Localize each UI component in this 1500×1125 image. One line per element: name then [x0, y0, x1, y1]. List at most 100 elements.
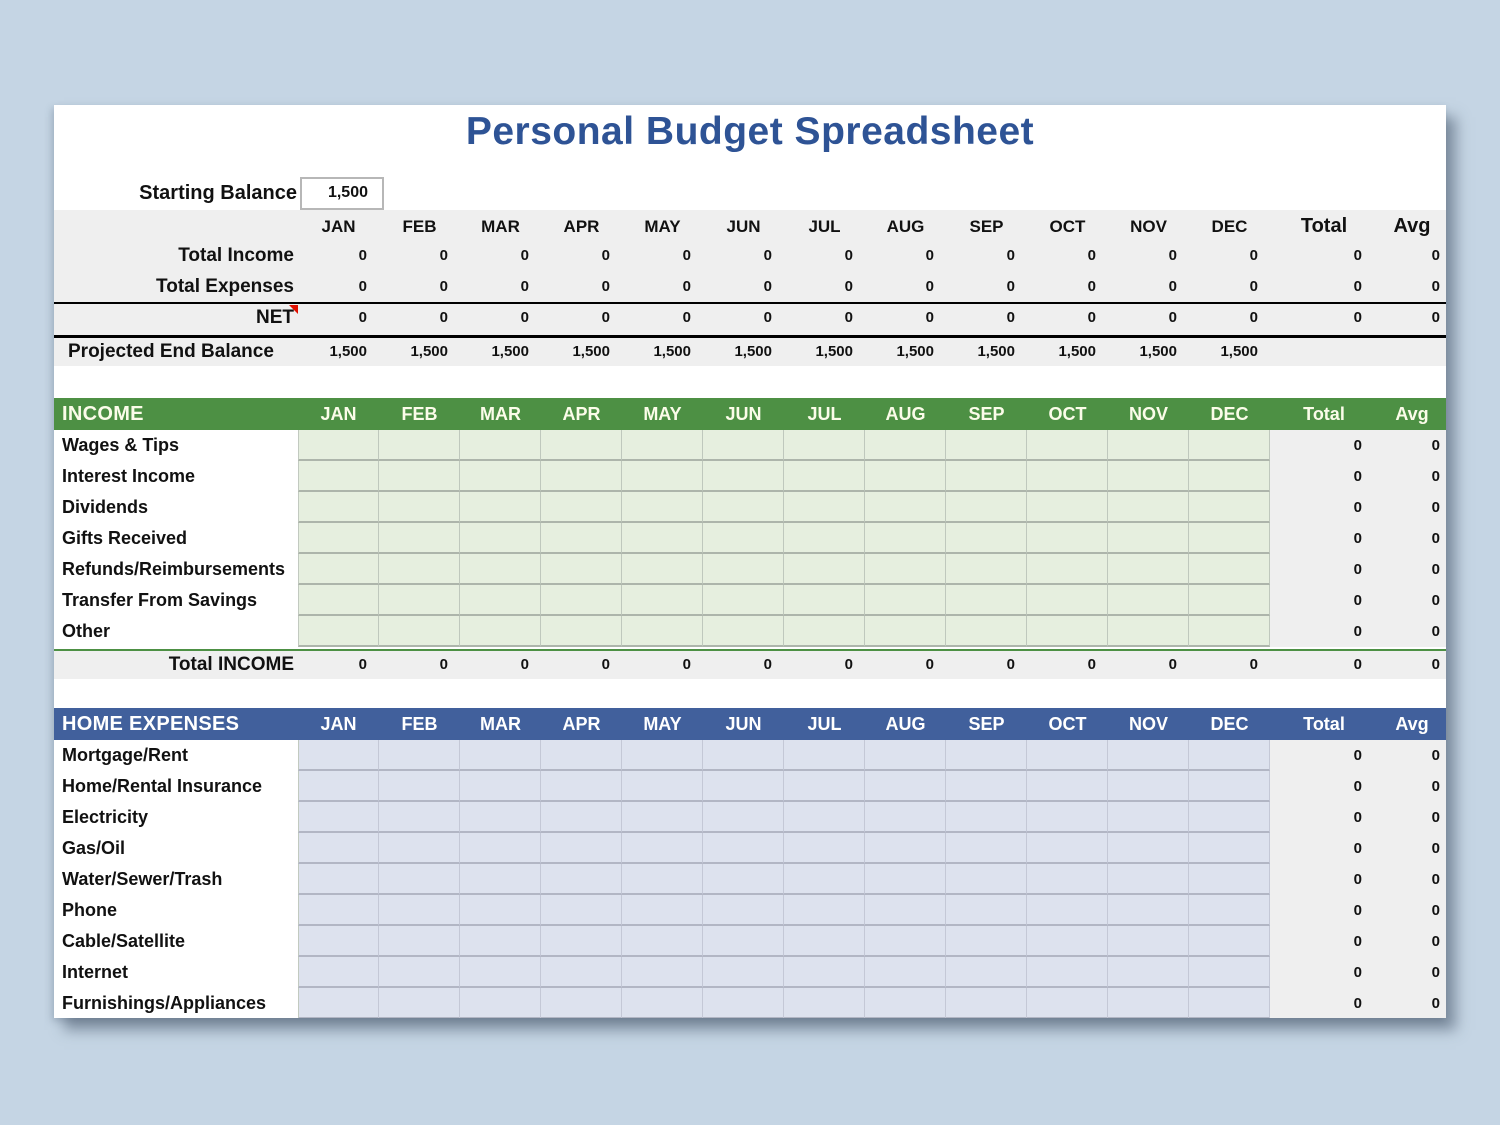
expenses-home-rental-insurance-apr-cell[interactable] — [541, 771, 622, 802]
expenses-electricity-jan-cell[interactable] — [298, 802, 379, 833]
income-interest-income-oct-cell[interactable] — [1027, 461, 1108, 492]
expenses-cable-satellite-feb-cell[interactable] — [379, 926, 460, 957]
income-other-jun-cell[interactable] — [703, 616, 784, 647]
expenses-gas-oil-dec-cell[interactable] — [1189, 833, 1270, 864]
expenses-electricity-jul-cell[interactable] — [784, 802, 865, 833]
income-dividends-feb-cell[interactable] — [379, 492, 460, 523]
income-transfer-from-savings-apr-cell[interactable] — [541, 585, 622, 616]
expenses-internet-aug-cell[interactable] — [865, 957, 946, 988]
expenses-electricity-may-cell[interactable] — [622, 802, 703, 833]
income-refunds-reimbursements-jan-cell[interactable] — [298, 554, 379, 585]
income-other-may-cell[interactable] — [622, 616, 703, 647]
income-interest-income-jun-cell[interactable] — [703, 461, 784, 492]
expenses-furnishings-appliances-dec-cell[interactable] — [1189, 988, 1270, 1018]
expenses-gas-oil-jun-cell[interactable] — [703, 833, 784, 864]
income-transfer-from-savings-aug-cell[interactable] — [865, 585, 946, 616]
income-transfer-from-savings-sep-cell[interactable] — [946, 585, 1027, 616]
expenses-water-sewer-trash-aug-cell[interactable] — [865, 864, 946, 895]
income-gifts-received-dec-cell[interactable] — [1189, 523, 1270, 554]
expenses-electricity-mar-cell[interactable] — [460, 802, 541, 833]
income-gifts-received-feb-cell[interactable] — [379, 523, 460, 554]
expenses-gas-oil-oct-cell[interactable] — [1027, 833, 1108, 864]
expenses-water-sewer-trash-jan-cell[interactable] — [298, 864, 379, 895]
income-interest-income-feb-cell[interactable] — [379, 461, 460, 492]
income-gifts-received-aug-cell[interactable] — [865, 523, 946, 554]
income-dividends-aug-cell[interactable] — [865, 492, 946, 523]
expenses-internet-nov-cell[interactable] — [1108, 957, 1189, 988]
expenses-furnishings-appliances-jun-cell[interactable] — [703, 988, 784, 1018]
expenses-furnishings-appliances-jan-cell[interactable] — [298, 988, 379, 1018]
expenses-furnishings-appliances-apr-cell[interactable] — [541, 988, 622, 1018]
income-transfer-from-savings-oct-cell[interactable] — [1027, 585, 1108, 616]
income-interest-income-nov-cell[interactable] — [1108, 461, 1189, 492]
income-other-jul-cell[interactable] — [784, 616, 865, 647]
income-wages-tips-jun-cell[interactable] — [703, 430, 784, 461]
income-interest-income-apr-cell[interactable] — [541, 461, 622, 492]
income-other-apr-cell[interactable] — [541, 616, 622, 647]
income-wages-tips-apr-cell[interactable] — [541, 430, 622, 461]
expenses-phone-oct-cell[interactable] — [1027, 895, 1108, 926]
expenses-furnishings-appliances-may-cell[interactable] — [622, 988, 703, 1018]
expenses-mortgage-rent-jun-cell[interactable] — [703, 740, 784, 771]
expenses-home-rental-insurance-dec-cell[interactable] — [1189, 771, 1270, 802]
income-interest-income-aug-cell[interactable] — [865, 461, 946, 492]
expenses-water-sewer-trash-sep-cell[interactable] — [946, 864, 1027, 895]
income-wages-tips-may-cell[interactable] — [622, 430, 703, 461]
expenses-internet-jun-cell[interactable] — [703, 957, 784, 988]
expenses-internet-feb-cell[interactable] — [379, 957, 460, 988]
expenses-electricity-jun-cell[interactable] — [703, 802, 784, 833]
income-dividends-apr-cell[interactable] — [541, 492, 622, 523]
income-gifts-received-jun-cell[interactable] — [703, 523, 784, 554]
income-other-feb-cell[interactable] — [379, 616, 460, 647]
income-dividends-oct-cell[interactable] — [1027, 492, 1108, 523]
expenses-mortgage-rent-sep-cell[interactable] — [946, 740, 1027, 771]
expenses-water-sewer-trash-feb-cell[interactable] — [379, 864, 460, 895]
income-refunds-reimbursements-may-cell[interactable] — [622, 554, 703, 585]
expenses-cable-satellite-jul-cell[interactable] — [784, 926, 865, 957]
expenses-water-sewer-trash-mar-cell[interactable] — [460, 864, 541, 895]
expenses-water-sewer-trash-dec-cell[interactable] — [1189, 864, 1270, 895]
expenses-home-rental-insurance-aug-cell[interactable] — [865, 771, 946, 802]
income-refunds-reimbursements-jun-cell[interactable] — [703, 554, 784, 585]
expenses-phone-jan-cell[interactable] — [298, 895, 379, 926]
income-interest-income-jul-cell[interactable] — [784, 461, 865, 492]
expenses-cable-satellite-jun-cell[interactable] — [703, 926, 784, 957]
expenses-furnishings-appliances-mar-cell[interactable] — [460, 988, 541, 1018]
income-refunds-reimbursements-mar-cell[interactable] — [460, 554, 541, 585]
income-other-sep-cell[interactable] — [946, 616, 1027, 647]
income-refunds-reimbursements-feb-cell[interactable] — [379, 554, 460, 585]
income-dividends-sep-cell[interactable] — [946, 492, 1027, 523]
expenses-mortgage-rent-jul-cell[interactable] — [784, 740, 865, 771]
income-interest-income-jan-cell[interactable] — [298, 461, 379, 492]
expenses-phone-mar-cell[interactable] — [460, 895, 541, 926]
expenses-gas-oil-apr-cell[interactable] — [541, 833, 622, 864]
income-transfer-from-savings-nov-cell[interactable] — [1108, 585, 1189, 616]
expenses-internet-may-cell[interactable] — [622, 957, 703, 988]
income-refunds-reimbursements-oct-cell[interactable] — [1027, 554, 1108, 585]
expenses-mortgage-rent-mar-cell[interactable] — [460, 740, 541, 771]
expenses-mortgage-rent-may-cell[interactable] — [622, 740, 703, 771]
income-dividends-jan-cell[interactable] — [298, 492, 379, 523]
expenses-phone-apr-cell[interactable] — [541, 895, 622, 926]
expenses-home-rental-insurance-nov-cell[interactable] — [1108, 771, 1189, 802]
expenses-furnishings-appliances-jul-cell[interactable] — [784, 988, 865, 1018]
expenses-phone-jul-cell[interactable] — [784, 895, 865, 926]
expenses-gas-oil-feb-cell[interactable] — [379, 833, 460, 864]
income-transfer-from-savings-mar-cell[interactable] — [460, 585, 541, 616]
income-other-dec-cell[interactable] — [1189, 616, 1270, 647]
expenses-gas-oil-may-cell[interactable] — [622, 833, 703, 864]
expenses-gas-oil-jan-cell[interactable] — [298, 833, 379, 864]
income-transfer-from-savings-jun-cell[interactable] — [703, 585, 784, 616]
income-wages-tips-dec-cell[interactable] — [1189, 430, 1270, 461]
income-gifts-received-may-cell[interactable] — [622, 523, 703, 554]
income-gifts-received-apr-cell[interactable] — [541, 523, 622, 554]
expenses-gas-oil-aug-cell[interactable] — [865, 833, 946, 864]
income-refunds-reimbursements-dec-cell[interactable] — [1189, 554, 1270, 585]
expenses-water-sewer-trash-jun-cell[interactable] — [703, 864, 784, 895]
expenses-internet-oct-cell[interactable] — [1027, 957, 1108, 988]
expenses-water-sewer-trash-nov-cell[interactable] — [1108, 864, 1189, 895]
expenses-internet-apr-cell[interactable] — [541, 957, 622, 988]
expenses-home-rental-insurance-sep-cell[interactable] — [946, 771, 1027, 802]
expenses-electricity-apr-cell[interactable] — [541, 802, 622, 833]
income-wages-tips-jul-cell[interactable] — [784, 430, 865, 461]
